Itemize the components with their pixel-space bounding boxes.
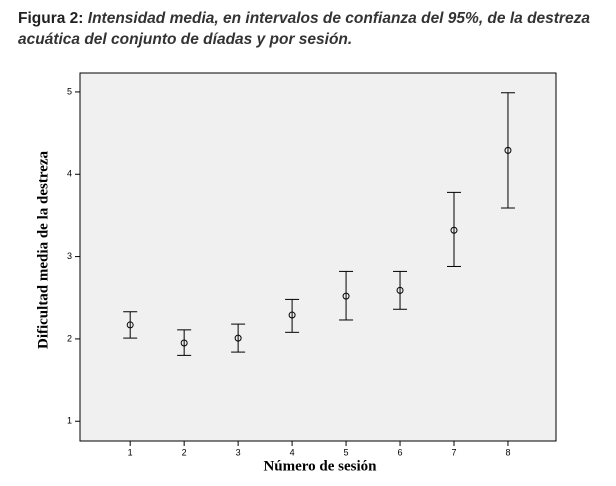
x-axis-title: Número de sesión [263, 458, 377, 474]
y-tick-label: 1 [67, 416, 72, 426]
mean-point [450, 226, 458, 234]
mean-point [288, 311, 296, 319]
caption-text: Intensidad media, en intervalos de confi… [18, 10, 590, 48]
caption: Figura 2: Intensidad media, en intervalo… [18, 8, 608, 50]
x-tick-label: 1 [128, 447, 133, 457]
x-tick-label: 4 [290, 447, 295, 457]
mean-point [342, 292, 350, 300]
x-tick-label: 6 [398, 447, 403, 457]
y-tick-label: 2 [67, 333, 72, 343]
y-tick-label: 3 [67, 251, 72, 261]
y-axis-title: Dificultad media de la destreza [35, 150, 51, 349]
x-tick-label: 5 [344, 447, 349, 457]
y-tick-label: 4 [67, 169, 72, 179]
mean-point [126, 321, 134, 329]
x-tick-label: 2 [182, 447, 187, 457]
mean-point [180, 339, 188, 347]
y-tick-label: 5 [67, 86, 72, 96]
mean-point [396, 286, 404, 294]
caption-label: Figura 2: [18, 10, 84, 27]
mean-point [234, 334, 242, 342]
x-tick-label: 3 [236, 447, 241, 457]
plot-area [79, 72, 557, 442]
mean-point [504, 146, 512, 154]
x-tick-label: 8 [505, 447, 510, 457]
x-tick-label: 7 [451, 447, 456, 457]
